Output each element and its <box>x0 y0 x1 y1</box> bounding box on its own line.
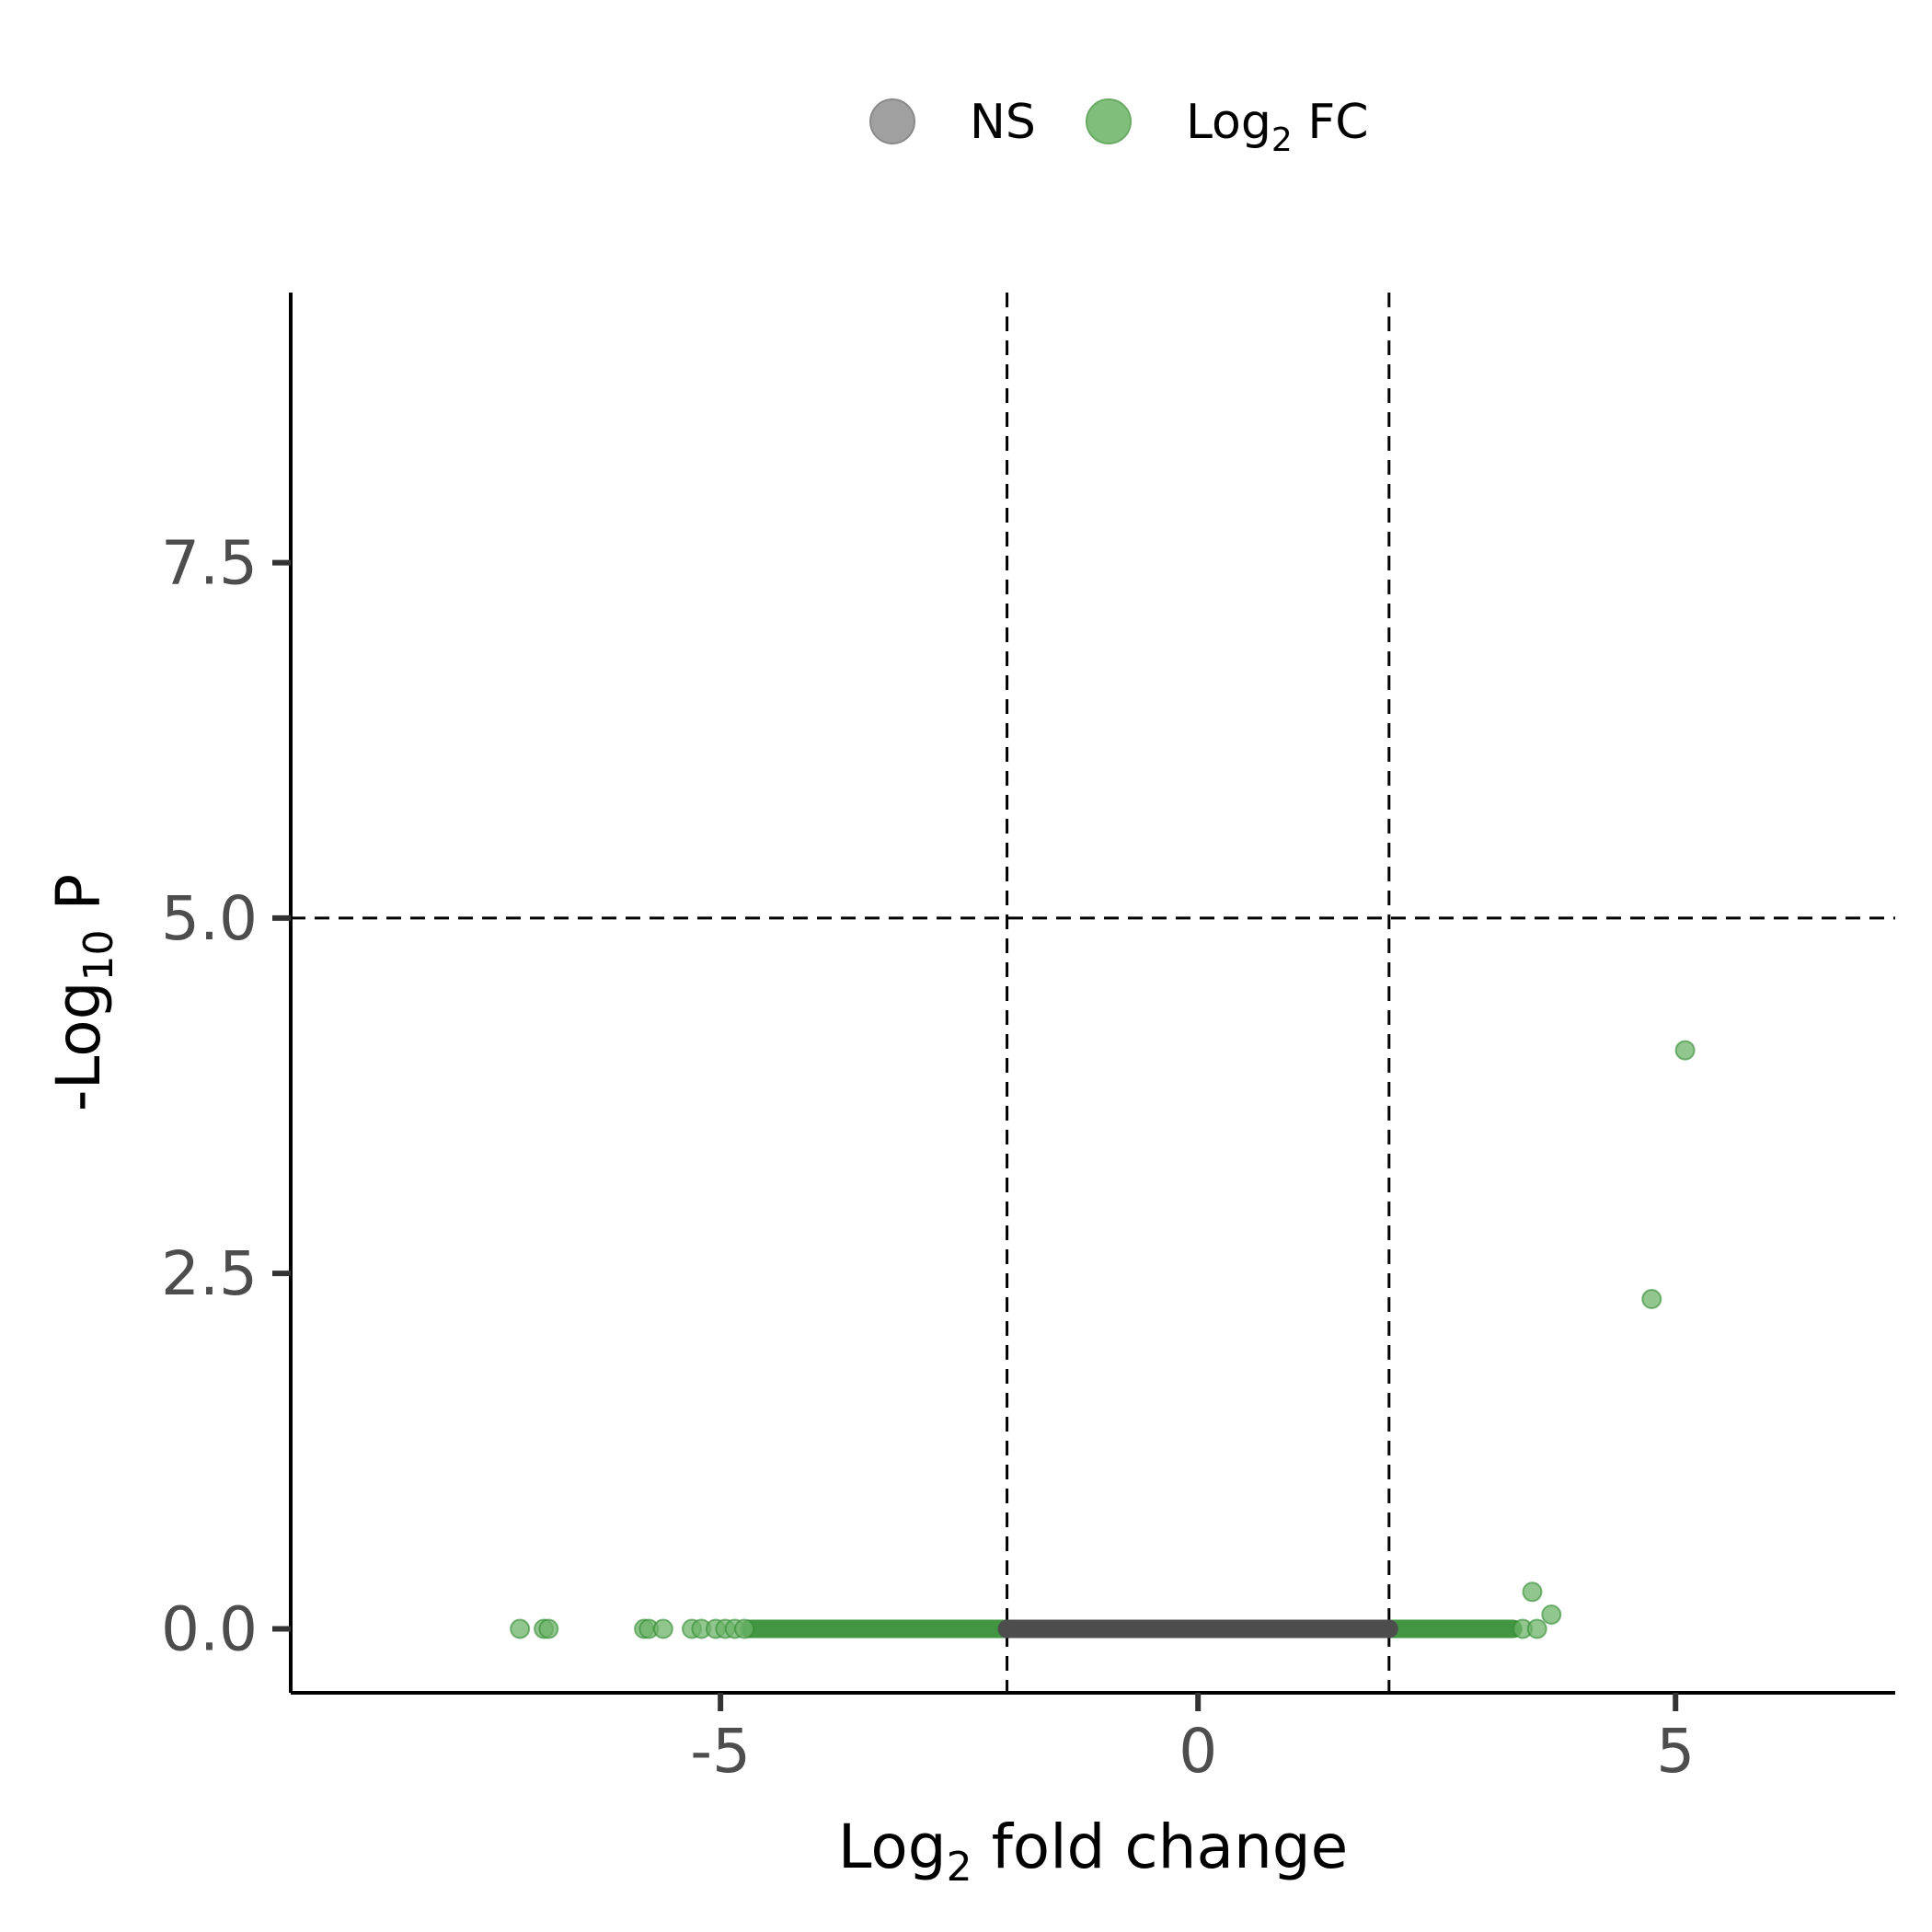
y-axis-title: -Log10 P <box>43 874 122 1111</box>
data-points <box>510 1040 1696 1639</box>
fc-point-17 <box>1674 1040 1696 1061</box>
y-tick-label-0: 0.0 <box>161 1593 258 1664</box>
ns-point-2 <box>1093 1619 1112 1639</box>
y-tick-label-1: 2.5 <box>161 1238 258 1309</box>
ns-point-4 <box>1189 1619 1208 1639</box>
axes: -5 0 5 0.0 2.5 5.0 7.5 Log2 fold change -Log10 P <box>43 293 1895 1891</box>
ns-point-5 <box>1236 1619 1256 1639</box>
x-tick-label-1: 0 <box>1179 1716 1217 1787</box>
fc-point-16 <box>1641 1288 1662 1309</box>
y-tick-label-2: 5.0 <box>161 883 258 954</box>
ns-point-7 <box>1331 1619 1351 1639</box>
fc-point-5 <box>652 1618 673 1639</box>
x-tick-label-2: 5 <box>1656 1716 1695 1787</box>
fc-point-15 <box>1541 1604 1562 1626</box>
fc-point-0 <box>510 1618 531 1639</box>
legend-item-fc: Log2 FC <box>1086 95 1369 159</box>
fc-point-13 <box>1522 1581 1543 1603</box>
legend-label-ns: NS <box>970 95 1036 150</box>
legend-item-ns: NS <box>869 95 1036 150</box>
fc-point-14 <box>1526 1618 1547 1639</box>
ns-point-8 <box>1370 1619 1389 1639</box>
fc-point-2 <box>538 1618 559 1639</box>
x-axis-title: Log2 fold change <box>838 1811 1349 1891</box>
y-tick-label-3: 7.5 <box>161 528 258 599</box>
cutoff-lines <box>291 293 1895 1693</box>
legend: NS Log2 FC <box>869 95 1369 159</box>
legend-swatch-ns <box>869 98 915 144</box>
fc-point-11 <box>734 1618 755 1639</box>
ns-point-1 <box>1045 1619 1064 1639</box>
legend-label-fc: Log2 FC <box>1186 95 1369 159</box>
ns-point-3 <box>1141 1619 1160 1639</box>
ns-point-6 <box>1284 1619 1303 1639</box>
legend-swatch-fc <box>1086 98 1132 144</box>
x-tick-label-0: -5 <box>690 1716 751 1787</box>
ns-point-0 <box>1006 1619 1026 1639</box>
